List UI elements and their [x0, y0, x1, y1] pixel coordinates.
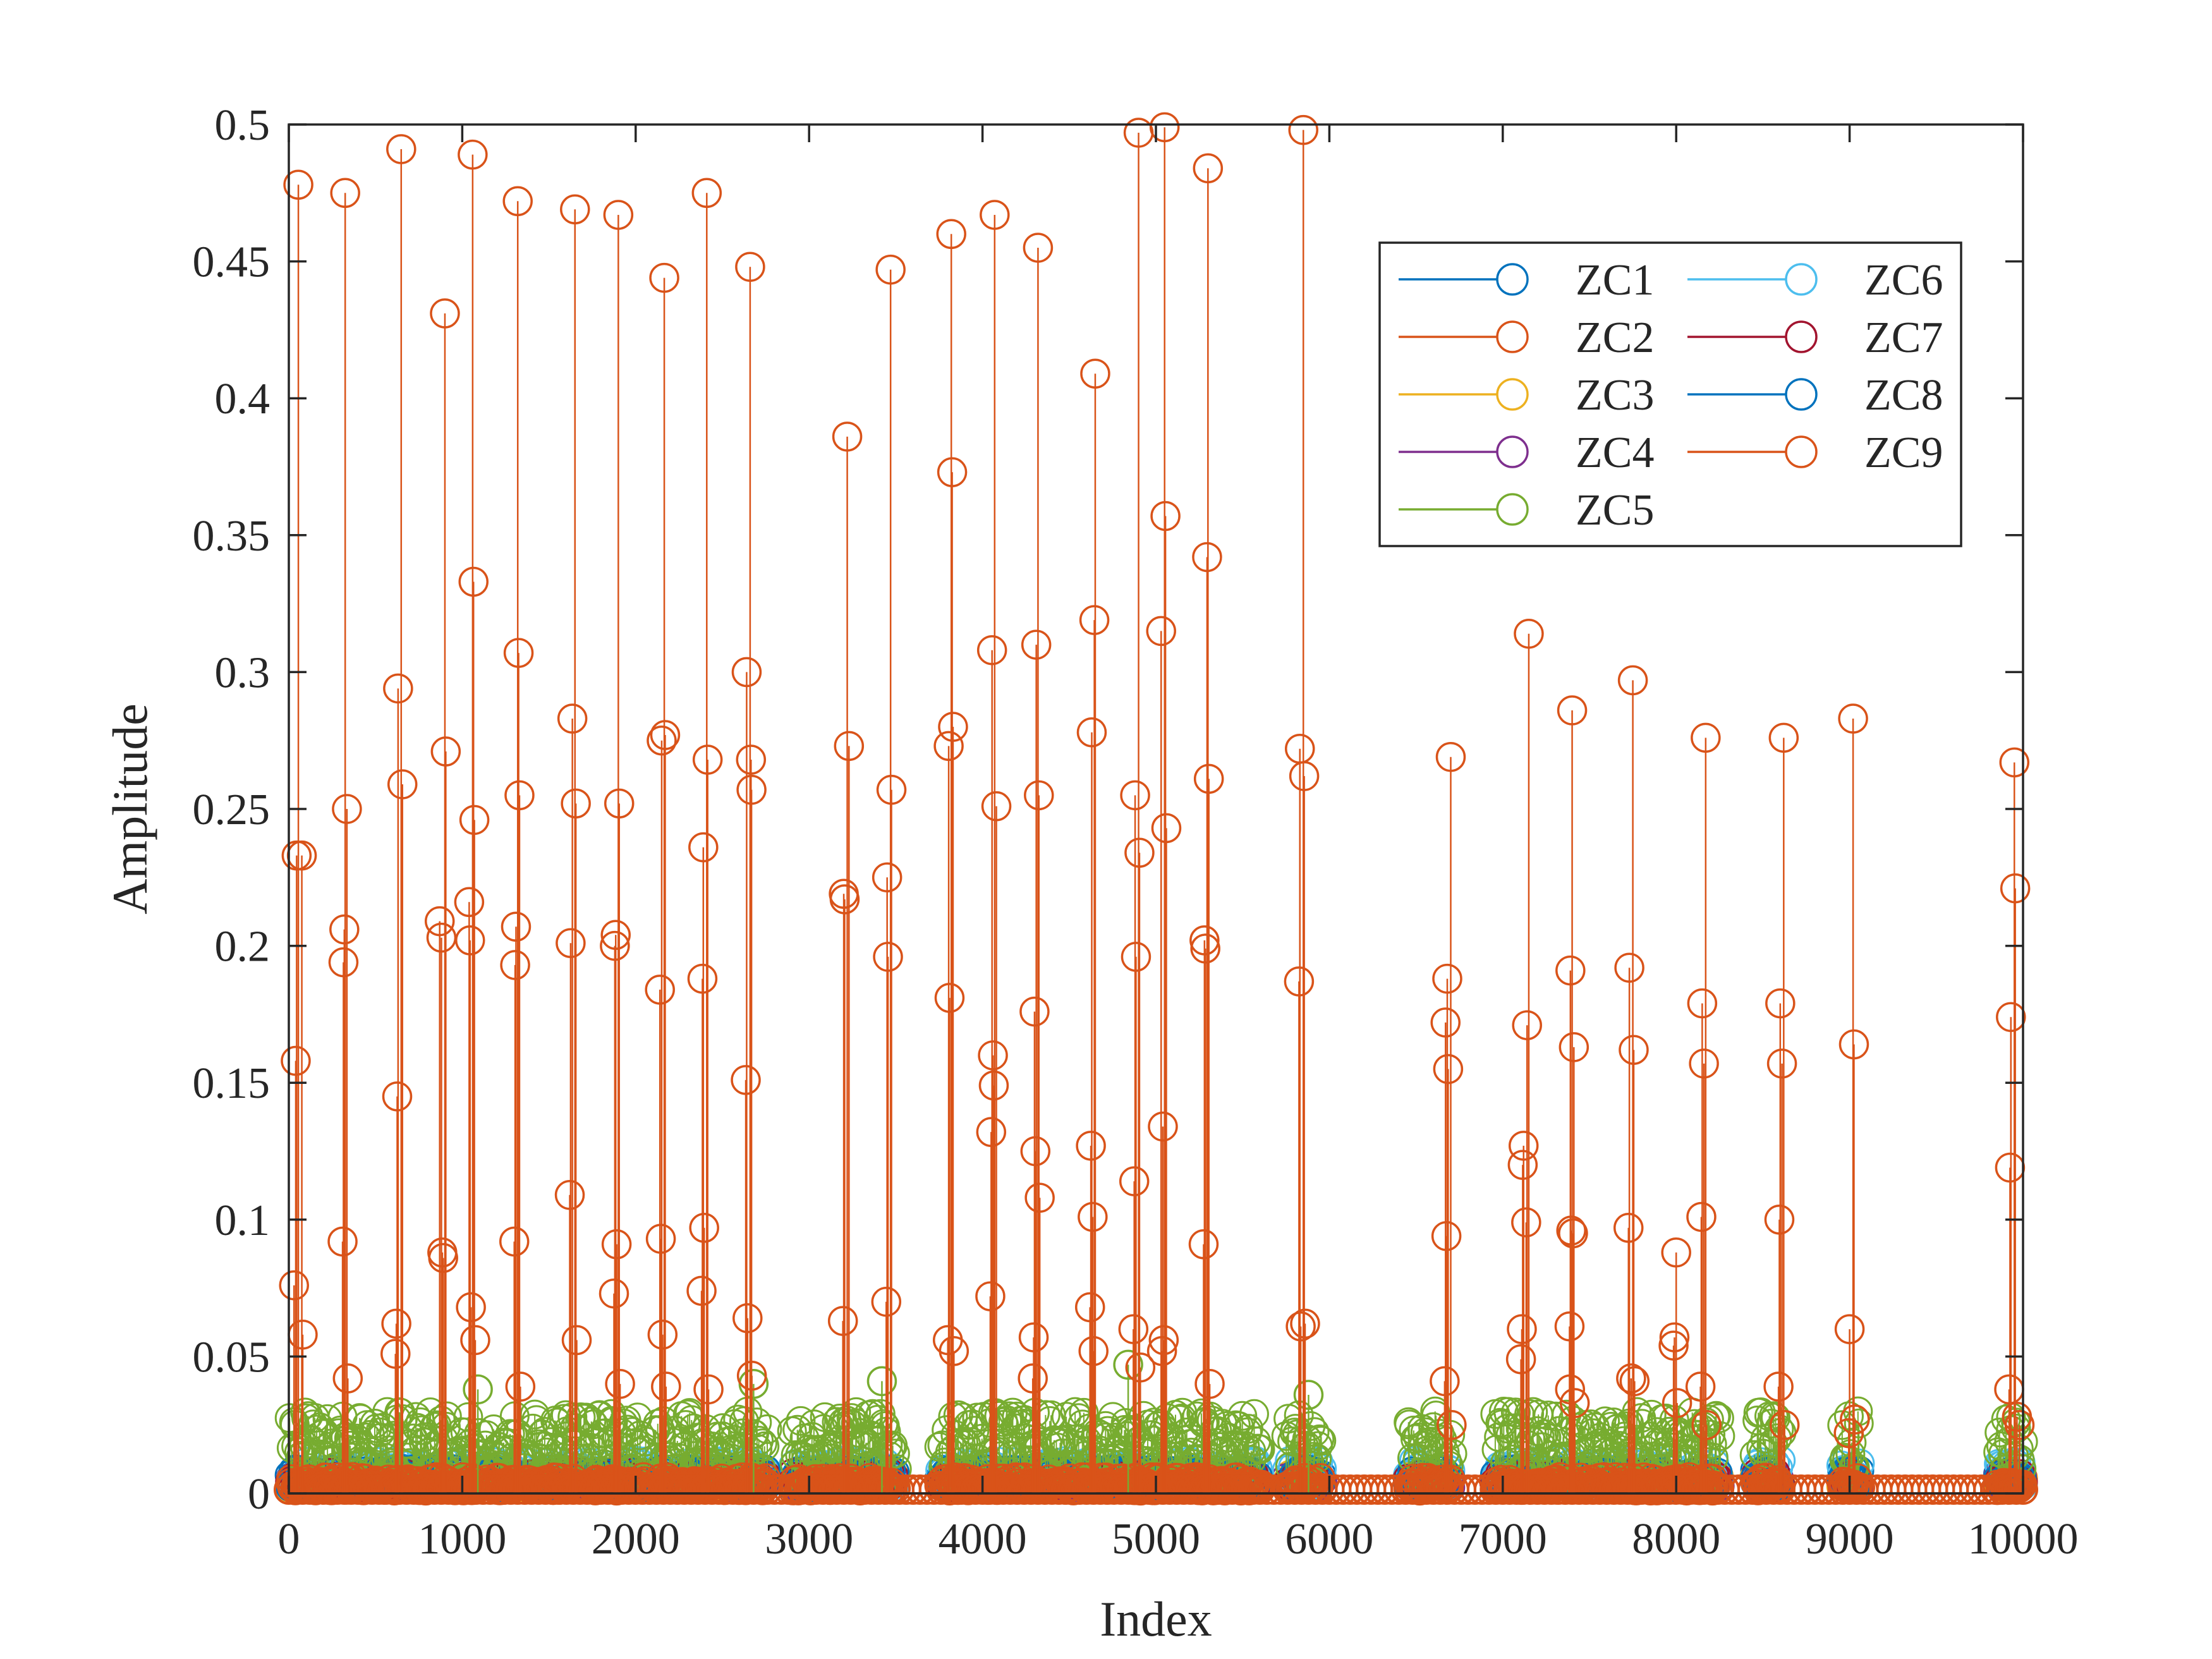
plot-area	[274, 112, 2038, 1506]
